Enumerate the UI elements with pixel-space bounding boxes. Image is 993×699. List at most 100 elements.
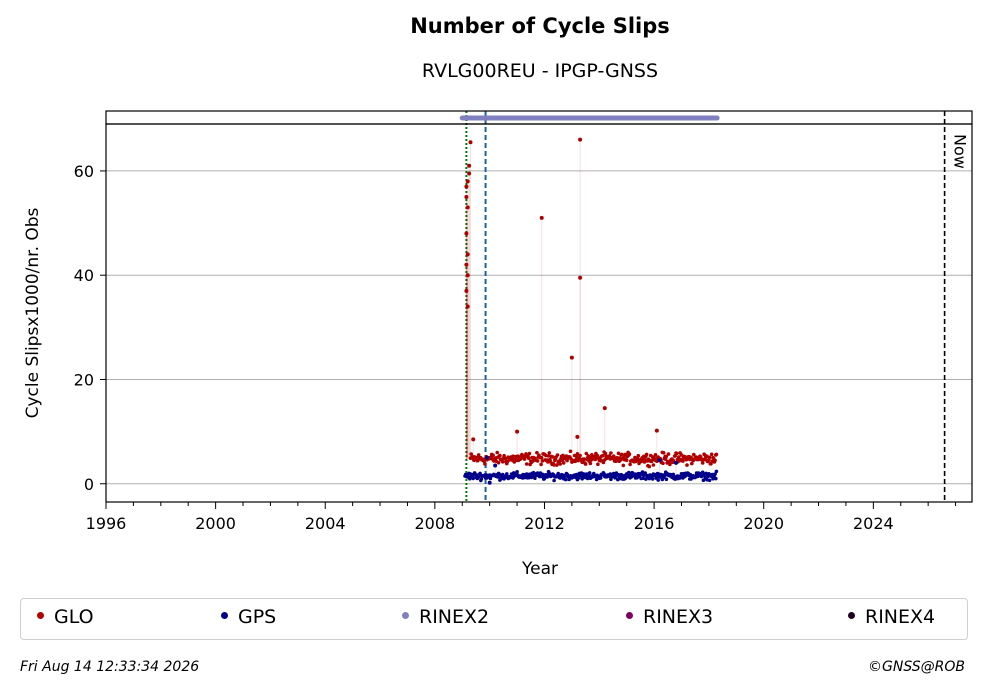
data-point-glo bbox=[540, 459, 545, 463]
data-point-glo bbox=[511, 454, 515, 459]
data-point-glo bbox=[668, 462, 672, 467]
data-point-glo bbox=[707, 455, 712, 460]
data-point-glo bbox=[547, 451, 552, 455]
marker-layer: Now bbox=[465, 111, 970, 502]
data-point-glo bbox=[709, 452, 714, 457]
data-point-glo bbox=[609, 451, 613, 455]
data-point-gps bbox=[618, 476, 622, 481]
data-point-glo bbox=[578, 137, 583, 142]
data-point-gps bbox=[598, 476, 603, 480]
y-tick-label: 0 bbox=[84, 475, 94, 494]
data-point-gps bbox=[657, 458, 662, 463]
legend-label-gps: GPS bbox=[238, 606, 277, 628]
data-point-glo bbox=[644, 452, 649, 457]
data-point-gps bbox=[641, 476, 645, 481]
data-point-glo bbox=[518, 457, 523, 461]
data-point-glo bbox=[685, 463, 689, 467]
data-point-glo bbox=[476, 453, 481, 457]
data-point-gps bbox=[563, 477, 568, 482]
data-point-glo bbox=[627, 452, 632, 456]
data-point-glo bbox=[515, 429, 520, 434]
data-point-glo bbox=[653, 453, 658, 457]
data-point-glo bbox=[624, 458, 629, 463]
data-point-gps bbox=[496, 475, 500, 479]
data-point-glo bbox=[561, 453, 565, 458]
x-tick-label: 2024 bbox=[853, 514, 894, 533]
data-point-glo bbox=[495, 450, 500, 455]
data-point-glo bbox=[467, 163, 472, 168]
data-point-glo bbox=[535, 459, 540, 463]
data-point-glo bbox=[468, 140, 473, 145]
data-point-glo bbox=[552, 463, 556, 467]
data-point-glo bbox=[503, 456, 508, 461]
data-point-gps bbox=[714, 469, 719, 474]
data-point-gps bbox=[533, 476, 537, 481]
legend-item-glo: GLO bbox=[37, 606, 94, 628]
footer-timestamp: Fri Aug 14 12:33:34 2026 bbox=[20, 659, 200, 675]
data-point-glo bbox=[590, 453, 594, 457]
data-point-gps bbox=[552, 478, 556, 483]
legend-marker-rinex2 bbox=[402, 612, 409, 619]
data-point-glo bbox=[600, 453, 605, 458]
x-axis-title: Year bbox=[521, 559, 558, 579]
data-point-glo bbox=[483, 462, 487, 466]
x-tick-label: 1996 bbox=[86, 514, 127, 533]
data-point-glo bbox=[692, 452, 696, 457]
now-label: Now bbox=[951, 134, 970, 169]
data-point-gps bbox=[674, 460, 679, 465]
data-point-glo bbox=[555, 453, 560, 457]
footer-credit: ©GNSS@ROB bbox=[868, 659, 965, 675]
data-point-glo bbox=[588, 461, 593, 466]
data-point-gps bbox=[515, 470, 519, 474]
x-tick-label: 2008 bbox=[415, 514, 456, 533]
legend-label-rinex2: RINEX2 bbox=[419, 606, 490, 628]
data-point-glo bbox=[575, 452, 580, 456]
data-point-glo bbox=[663, 457, 668, 462]
data-point-gps bbox=[484, 455, 489, 460]
y-tick-label: 60 bbox=[74, 162, 94, 181]
data-point-glo bbox=[464, 184, 469, 189]
data-point-glo bbox=[620, 452, 624, 457]
data-point-gps bbox=[640, 470, 645, 474]
data-point-gps bbox=[479, 477, 484, 481]
legend-item-gps: GPS bbox=[221, 606, 276, 628]
data-point-glo bbox=[674, 451, 679, 456]
x-tick-label: 2004 bbox=[305, 514, 346, 533]
data-point-glo bbox=[465, 179, 470, 184]
data-point-glo bbox=[527, 451, 532, 456]
data-point-glo bbox=[539, 215, 544, 220]
data-point-glo bbox=[464, 262, 469, 267]
data-point-glo bbox=[539, 462, 543, 467]
data-point-glo bbox=[614, 459, 619, 463]
legend-item-rinex3: RINEX3 bbox=[626, 606, 713, 628]
data-point-glo bbox=[690, 461, 694, 466]
data-point-glo bbox=[635, 458, 639, 463]
chart-subtitle: RVLG00REU - IPGP-GNSS bbox=[421, 60, 659, 82]
data-point-glo bbox=[651, 463, 656, 467]
data-layer bbox=[459, 115, 720, 485]
data-point-glo bbox=[524, 462, 529, 466]
x-tick-label: 2012 bbox=[524, 514, 565, 533]
data-point-glo bbox=[465, 205, 470, 210]
data-point-glo bbox=[661, 461, 665, 466]
data-point-glo bbox=[596, 462, 600, 467]
data-point-glo bbox=[569, 355, 574, 360]
data-point-glo bbox=[582, 457, 586, 461]
data-point-glo bbox=[471, 437, 476, 442]
legend-marker-rinex4 bbox=[848, 612, 855, 619]
data-point-glo bbox=[647, 464, 652, 469]
plot-frame bbox=[105, 123, 973, 503]
data-point-glo bbox=[496, 460, 501, 465]
data-point-glo bbox=[713, 458, 717, 463]
data-point-gps bbox=[505, 472, 509, 476]
x-tick-label: 2000 bbox=[195, 514, 236, 533]
data-point-glo bbox=[464, 194, 469, 199]
data-point-glo bbox=[568, 449, 573, 454]
data-point-gps bbox=[587, 471, 592, 475]
data-point-glo bbox=[500, 460, 505, 464]
y-axis-title: Cycle Slipsx1000/nr. Obs bbox=[23, 207, 43, 418]
grid-layer bbox=[106, 170, 972, 485]
data-point-gps bbox=[556, 471, 560, 476]
data-point-glo bbox=[546, 454, 551, 458]
